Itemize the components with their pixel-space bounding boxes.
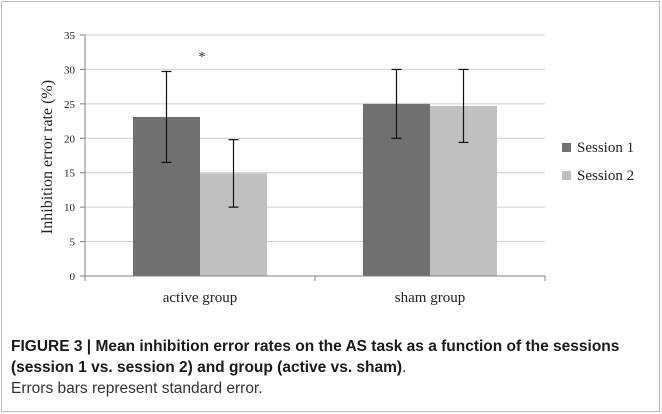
legend-swatch-2 — [562, 171, 571, 180]
axes — [80, 34, 546, 281]
y-tick-label-0: 0 — [70, 271, 76, 283]
error-bars — [161, 68, 469, 208]
x-tick-label-1: sham group — [395, 290, 465, 306]
annotations: * — [199, 50, 206, 65]
figure-label: FIGURE 3 | — [11, 338, 96, 355]
figure-caption: FIGURE 3 | Mean inhibition error rates o… — [11, 336, 651, 399]
figure-note: Errors bars represent standard error. — [11, 380, 263, 397]
y-tick-label-20: 20 — [64, 133, 76, 145]
y-tick-label-25: 25 — [64, 99, 76, 111]
legend-label-1: Session 1 — [577, 140, 634, 156]
bar-chart: 0 5 10 15 20 25 30 35 active group sham group * S… — [39, 30, 634, 306]
figure-title: Mean inhibition error rates on the AS ta… — [11, 338, 620, 376]
y-tick-label-30: 30 — [64, 64, 76, 76]
legend-swatch-1 — [562, 143, 571, 152]
significance-asterisk: * — [199, 50, 206, 65]
y-tick-label-15: 15 — [64, 168, 76, 180]
y-axis-label: Inhibition error rate (%) — [39, 80, 56, 234]
figure-title-end: . — [402, 359, 407, 376]
legend-label-2: Session 2 — [577, 168, 634, 184]
tick-labels: 0 5 10 15 20 25 30 35 active group sham group — [64, 30, 465, 306]
x-tick-label-0: active group — [163, 290, 238, 306]
y-tick-label-10: 10 — [64, 202, 76, 214]
y-tick-label-35: 35 — [64, 30, 76, 42]
y-tick-label-5: 5 — [70, 237, 76, 249]
bars — [133, 103, 497, 277]
legend: Session 1 Session 2 — [562, 140, 634, 184]
